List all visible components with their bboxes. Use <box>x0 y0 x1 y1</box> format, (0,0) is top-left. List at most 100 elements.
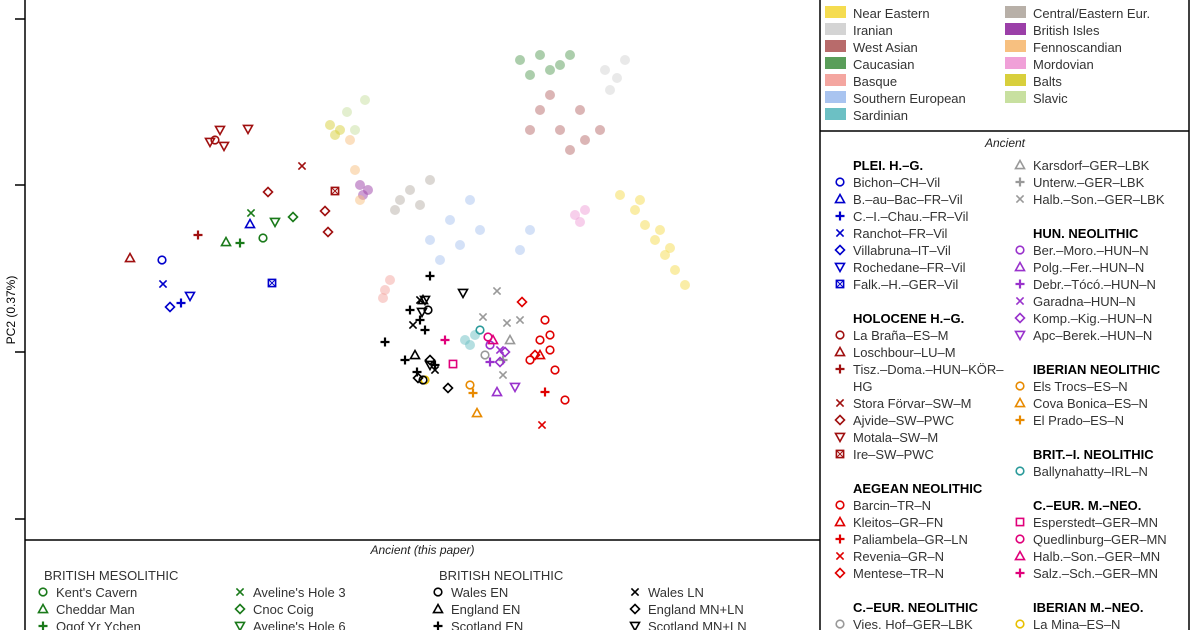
marker-part <box>834 515 846 527</box>
marker-part <box>1014 312 1026 324</box>
modern-point <box>390 205 400 215</box>
marker-part <box>834 244 846 256</box>
marker-part <box>1015 517 1025 527</box>
legend-label: Sardinian <box>853 108 908 123</box>
marker-part <box>516 296 528 308</box>
marker <box>480 350 490 360</box>
legend-symbol <box>630 587 640 597</box>
modern-point <box>612 73 622 83</box>
marker <box>537 420 547 430</box>
legend-entry: Komp.–Kig.–HUN–N <box>1012 310 1187 327</box>
legend-column: Scotland MN+LN <box>627 618 747 630</box>
marker <box>297 161 307 171</box>
marker-part <box>835 211 845 221</box>
marker <box>629 621 641 630</box>
legend-label: Aveline's Hole 3 <box>253 585 346 600</box>
marker <box>424 360 436 372</box>
legend-symbol <box>835 177 845 187</box>
marker <box>509 382 521 394</box>
legend-entry: Rochedane–FR–Vil <box>832 259 1004 276</box>
legend-swatch <box>1005 23 1026 35</box>
legend-label: Ballynahatty–IRL–N <box>1033 464 1148 479</box>
marker-part <box>164 301 176 313</box>
modern-point <box>595 125 605 135</box>
legend-symbol <box>835 398 845 408</box>
marker <box>834 432 846 444</box>
marker-part <box>267 278 277 288</box>
marker <box>504 333 516 345</box>
legend-label: Near Eastern <box>853 6 930 21</box>
marker-part <box>540 387 550 397</box>
modern-point <box>555 125 565 135</box>
marker <box>176 298 186 308</box>
modern-point <box>555 60 565 70</box>
legend-entry: Basque <box>825 72 897 90</box>
marker <box>412 372 424 384</box>
legend-swatch <box>825 91 846 103</box>
legend-symbol <box>835 534 845 544</box>
marker <box>835 228 845 238</box>
legend-entry: Polg.–Fer.–HUN–N <box>1012 259 1187 276</box>
legend-column: Cnoc Coig <box>232 601 314 618</box>
marker <box>440 335 450 345</box>
marker-part <box>1015 466 1025 476</box>
marker-part <box>499 346 511 358</box>
legend-heading: IBERIAN NEOLITHIC <box>1033 362 1161 377</box>
marker <box>287 211 299 223</box>
legend-heading: HUN. NEOLITHIC <box>1033 226 1139 241</box>
marker-part <box>1014 549 1026 561</box>
legend-label: Falk.–H.–GER–Vil <box>853 277 959 292</box>
legend-entry: B.–au–Bac–FR–Vil <box>832 191 1004 208</box>
marker-part <box>258 233 268 243</box>
modern-point <box>380 285 390 295</box>
legend-symbol <box>835 364 845 374</box>
marker-part <box>1014 330 1026 342</box>
marker <box>242 124 254 136</box>
modern-point <box>600 65 610 75</box>
legend-label: Stora Förvar–SW–M <box>853 396 972 411</box>
marker-part <box>834 414 846 426</box>
marker <box>1015 296 1025 306</box>
marker-part <box>1014 260 1026 272</box>
legend-entry: Salz.–Sch.–GER–MN <box>1012 565 1187 582</box>
marker <box>498 370 508 380</box>
legend-symbol <box>835 551 845 561</box>
marker <box>400 355 410 365</box>
legend-entry: Motala–SW–M <box>832 429 1004 446</box>
legend-entry: Halb.–Son.–GER–LBK <box>1012 191 1187 208</box>
marker <box>1015 194 1025 204</box>
marker-part <box>835 228 845 238</box>
marker-part <box>540 315 550 325</box>
legend-symbol <box>1015 517 1025 527</box>
legend-symbol <box>835 619 845 629</box>
legend-entry: Els Trocs–ES–N <box>1012 378 1187 395</box>
legend-label: Balts <box>1033 74 1062 89</box>
modern-point <box>325 120 335 130</box>
marker <box>465 380 475 390</box>
legend-entry: Fennoscandian <box>1005 38 1122 56</box>
legend-label: West Asian <box>853 40 918 55</box>
modern-point <box>630 205 640 215</box>
legend-symbol <box>1014 549 1026 561</box>
marker-part <box>330 186 340 196</box>
marker-part <box>502 318 512 328</box>
marker <box>433 587 443 597</box>
modern-point <box>605 85 615 95</box>
legend-swatch <box>1005 74 1026 86</box>
legend-symbol <box>234 603 246 615</box>
marker-part <box>235 238 245 248</box>
legend-entry: Garadna–HUN–N <box>1012 293 1187 310</box>
modern-point <box>425 175 435 185</box>
legend-entry: British Isles <box>1005 21 1099 39</box>
marker-part <box>319 205 331 217</box>
marker <box>529 349 541 361</box>
marker <box>405 305 415 315</box>
marker <box>1015 517 1025 527</box>
marker <box>220 235 232 247</box>
legend-entry: Near Eastern <box>825 4 930 22</box>
legend-symbol <box>835 330 845 340</box>
marker-part <box>432 602 444 614</box>
legend-label: Iranian <box>853 23 893 38</box>
